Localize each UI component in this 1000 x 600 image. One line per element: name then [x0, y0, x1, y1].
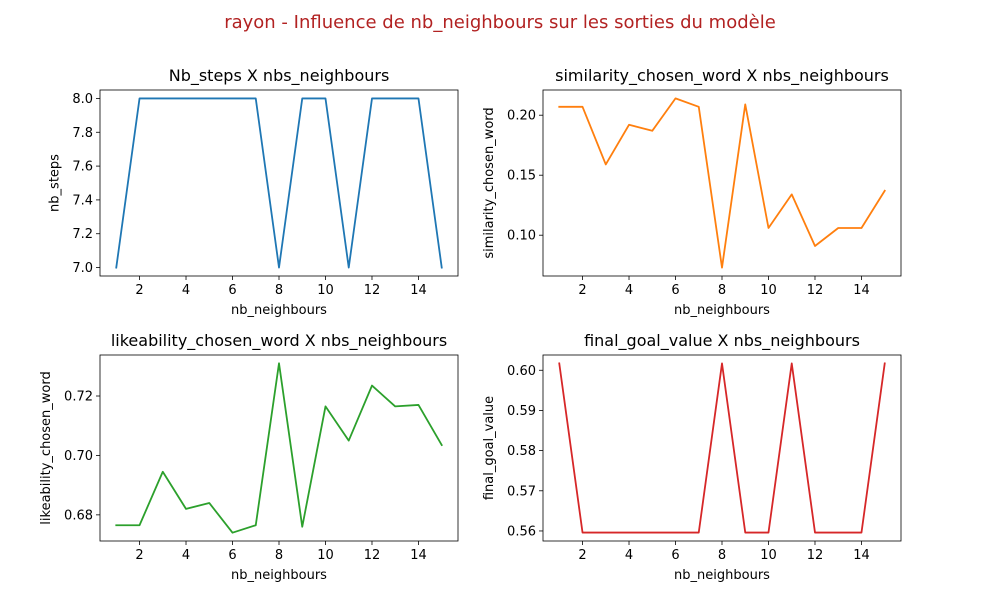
x-tick-label: 12 — [807, 548, 824, 563]
x-axis-label: nb_neighbours — [674, 568, 770, 583]
x-tick-label: 6 — [671, 548, 679, 563]
x-tick-label: 14 — [853, 548, 870, 563]
plot-area — [543, 90, 901, 276]
x-tick-label: 10 — [760, 548, 777, 563]
figure-title: rayon - Influence de nb_neighbours sur l… — [224, 12, 776, 33]
y-tick-label: 7.8 — [72, 126, 93, 141]
x-tick-label: 12 — [364, 548, 381, 563]
subplot-3: 2 4 6 8 10 12 14 0.68 0.70 0.72 likeability_chosen… — [39, 331, 459, 583]
x-tick-label: 2 — [135, 548, 143, 563]
x-axis-label: nb_neighbours — [231, 303, 327, 318]
subplot-1: 2 4 6 8 10 12 14 7.0 7.2 7.4 7.6 7.8 8.0 Nb_steps X n… — [47, 66, 459, 318]
y-tick-label: 0.59 — [507, 404, 536, 419]
y-axis-label: final_goal_value — [482, 396, 497, 500]
x-tick-label: 10 — [317, 548, 334, 563]
y-tick-label: 0.60 — [507, 364, 536, 379]
x-tick-label: 4 — [625, 283, 633, 298]
y-tick-label: 0.15 — [507, 169, 536, 184]
axes-frame — [542, 89, 902, 277]
x-tick-label: 10 — [760, 283, 777, 298]
y-tick-label: 7.2 — [72, 227, 93, 242]
x-tick-label: 12 — [364, 283, 381, 298]
x-tick-label: 8 — [275, 548, 283, 563]
x-tick-label: 8 — [718, 283, 726, 298]
x-tick-label: 6 — [228, 283, 236, 298]
y-tick-label: 0.57 — [507, 484, 536, 499]
x-tick-label: 14 — [853, 283, 870, 298]
subplot-title: final_goal_value X nbs_neighbours — [584, 331, 860, 351]
y-tick-label: 0.20 — [507, 109, 536, 124]
x-tick-label: 2 — [135, 283, 143, 298]
x-tick-label: 4 — [182, 283, 190, 298]
axes-frame — [99, 354, 459, 542]
y-tick-label: 0.70 — [64, 449, 93, 464]
plot-area — [543, 355, 901, 541]
y-tick-label: 0.58 — [507, 444, 536, 459]
x-tick-label: 2 — [578, 548, 586, 563]
y-tick-label: 0.10 — [507, 229, 536, 244]
subplot-title: Nb_steps X nbs_neighbours — [169, 66, 390, 86]
plot-area — [100, 90, 458, 276]
x-tick-label: 10 — [317, 283, 334, 298]
plot-area — [100, 355, 458, 541]
x-tick-label: 6 — [671, 283, 679, 298]
x-axis-label: nb_neighbours — [231, 568, 327, 583]
x-tick-label: 8 — [275, 283, 283, 298]
subplot-2: 2 4 6 8 10 12 14 0.10 0.15 0.20 similarity_chosen_… — [482, 66, 902, 318]
x-tick-label: 2 — [578, 283, 586, 298]
subplot-title: similarity_chosen_word X nbs_neighbours — [555, 66, 889, 86]
x-axis-label: nb_neighbours — [674, 303, 770, 318]
subplot-title: likeability_chosen_word X nbs_neighbours — [111, 331, 447, 351]
y-axis-label: nb_steps — [47, 154, 62, 212]
x-tick-label: 14 — [410, 283, 427, 298]
y-tick-label: 7.6 — [72, 160, 93, 175]
x-tick-label: 12 — [807, 283, 824, 298]
y-tick-label: 7.4 — [72, 193, 93, 208]
subplot-4: 2 4 6 8 10 12 14 0.56 0.57 0.58 0.59 0.60 final_goal… — [482, 331, 902, 583]
subplots-grid: 2 4 6 8 10 12 14 7.0 7.2 7.4 7.6 7.8 8.0 Nb_steps X n… — [39, 66, 902, 583]
y-tick-label: 8.0 — [72, 92, 93, 107]
y-tick-label: 0.68 — [64, 508, 93, 523]
y-tick-label: 0.56 — [507, 524, 536, 539]
y-tick-label: 7.0 — [72, 261, 93, 276]
y-axis-label: similarity_chosen_word — [482, 107, 497, 258]
x-tick-label: 4 — [182, 548, 190, 563]
x-tick-label: 6 — [228, 548, 236, 563]
y-tick-label: 0.72 — [64, 390, 93, 405]
axes-frame — [542, 354, 902, 542]
x-tick-label: 14 — [410, 548, 427, 563]
x-tick-label: 8 — [718, 548, 726, 563]
y-axis-label: likeability_chosen_word — [39, 371, 54, 524]
x-tick-label: 4 — [625, 548, 633, 563]
axes-frame — [99, 89, 459, 277]
